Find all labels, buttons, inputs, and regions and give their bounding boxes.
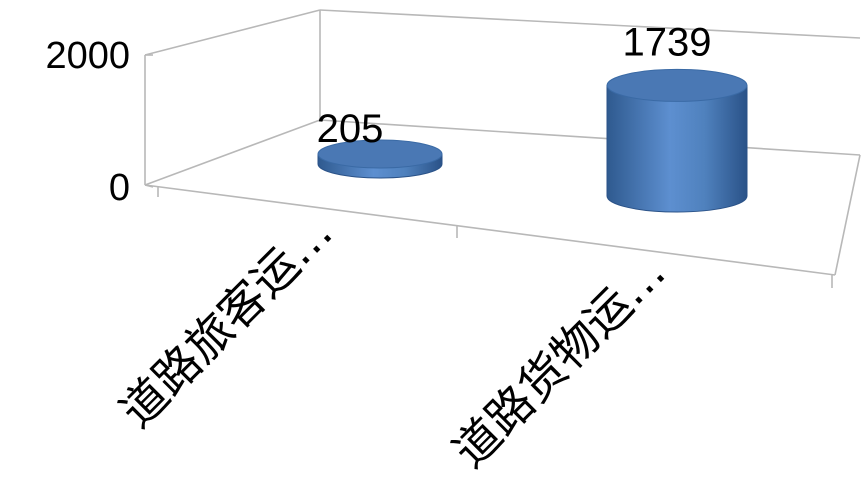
bar-body [606,84,748,213]
left-wall-top-edge [144,9,321,56]
data-labels: 205 1739 [317,20,712,151]
bars [317,68,748,213]
bar-top [317,139,443,169]
y-tick-bottom [144,184,154,188]
category-labels: 道路旅客运… 道路货物运… [109,205,675,478]
bar-2 [606,68,748,213]
floor-front-edge [144,184,836,276]
category-label: 道路货物运… [442,245,675,478]
y-tick-label: 0 [109,167,130,209]
data-label: 1739 [623,20,712,64]
left-wall-bottom-edge [144,119,321,186]
data-label: 205 [317,107,384,151]
y-axis-tick-labels: 0 2000 [45,35,130,209]
back-wall-bottom-edge [319,119,861,156]
chart-frame [144,9,861,288]
bar-1 [317,139,443,179]
y-tick-label: 2000 [45,35,130,77]
bar-top [606,68,748,102]
category-label: 道路旅客运… [109,205,342,438]
back-wall-top-edge [319,9,861,39]
floor-right-edge [834,154,861,276]
